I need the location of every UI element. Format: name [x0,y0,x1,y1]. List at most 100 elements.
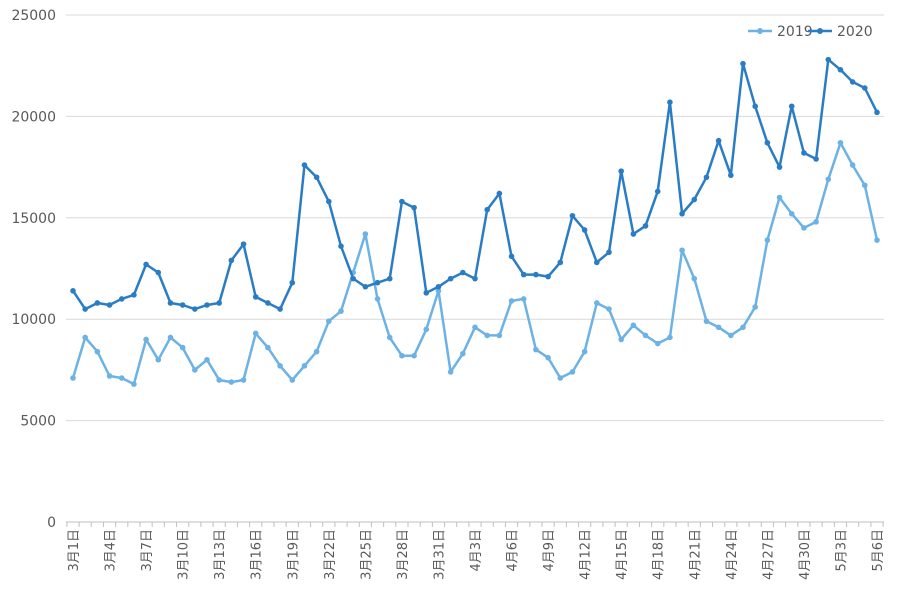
data-point [362,283,369,290]
data-point [228,379,235,385]
x-tick-label: 4月21日 [688,529,703,580]
data-point [801,225,807,231]
data-point [618,168,624,174]
data-point [520,271,527,278]
data-point [155,356,162,363]
data-point [167,334,174,341]
data-point [447,275,454,282]
data-point [594,259,600,266]
data-point [118,375,125,381]
x-tick-label: 3月25日 [359,529,374,580]
data-point [204,356,210,363]
data-point [642,223,649,229]
data-point [508,253,515,260]
data-point [289,279,296,286]
data-point [825,56,832,63]
data-point [106,373,113,379]
y-tick-label: 15000 [11,211,56,227]
data-point [813,219,819,225]
x-tick-label: 3月10日 [177,529,192,580]
data-point [776,164,783,170]
data-point [849,162,856,168]
x-tick-label: 5月3日 [834,529,849,572]
data-point [313,174,320,181]
data-point [252,330,259,337]
data-point [143,336,149,343]
data-point [715,137,722,144]
y-tick-label: 5000 [20,414,56,430]
data-point [460,350,466,357]
y-tick-label: 0 [47,515,56,531]
data-point [399,198,405,205]
data-point [313,348,320,355]
data-point [484,206,490,213]
data-point [496,332,503,339]
data-point [691,196,698,203]
series-line [71,141,879,386]
data-point [862,85,868,91]
data-point [679,210,685,217]
data-point [289,377,296,383]
data-point [862,182,868,189]
data-point [533,271,539,278]
data-point [435,288,442,294]
data-point [472,324,478,331]
data-point [131,381,137,387]
data-point [813,156,819,162]
data-point [837,139,844,146]
data-point [435,283,442,290]
x-tick-label: 3月31日 [432,529,447,580]
data-point [94,300,101,306]
data-point [106,302,113,308]
series-2020 [70,56,880,312]
data-point [240,377,247,383]
data-point [630,322,637,329]
x-tick-label: 3月28日 [396,529,411,580]
data-point [240,241,247,247]
data-point [654,188,661,195]
data-point [192,306,198,312]
data-point [252,294,259,300]
data-point [70,288,76,294]
data-point [654,340,661,347]
x-tick-label: 3月22日 [323,529,338,580]
data-point [94,348,101,355]
data-point [179,302,186,308]
data-point [496,190,503,197]
data-point [545,354,551,361]
data-point [557,259,564,266]
data-point [740,60,746,67]
data-point [460,269,466,276]
series-line [71,58,879,311]
data-point [508,298,515,304]
data-point [545,273,551,280]
data-point [679,247,685,254]
data-point [874,237,880,243]
y-axis: 0 5000 10000 15000 20000 25000 [11,8,56,531]
data-point [703,318,710,325]
data-point [338,243,344,249]
data-point [386,334,393,341]
x-tick-label: 4月18日 [652,529,667,580]
data-point [788,210,795,217]
x-tick-label: 4月24日 [725,529,740,580]
data-point [618,336,624,343]
data-point [411,204,417,211]
data-point [569,369,576,375]
x-tick-label: 4月30日 [798,529,813,580]
data-point [350,275,356,282]
x-axis: 3月1日 3月4日 3月7日 3月10日 3月13日 3月16日 3月19日 3月22日 3月2… [66,521,886,580]
data-point [520,296,527,302]
data-point [667,99,673,106]
data-point [557,375,564,381]
data-point [277,363,283,369]
data-point [569,212,576,219]
data-point [874,109,880,116]
y-tick-label: 25000 [11,8,56,24]
x-tick-label: 4月6日 [506,529,521,572]
data-point [411,352,417,359]
data-point [423,326,430,333]
legend-marker [757,28,763,34]
data-point [606,249,612,256]
